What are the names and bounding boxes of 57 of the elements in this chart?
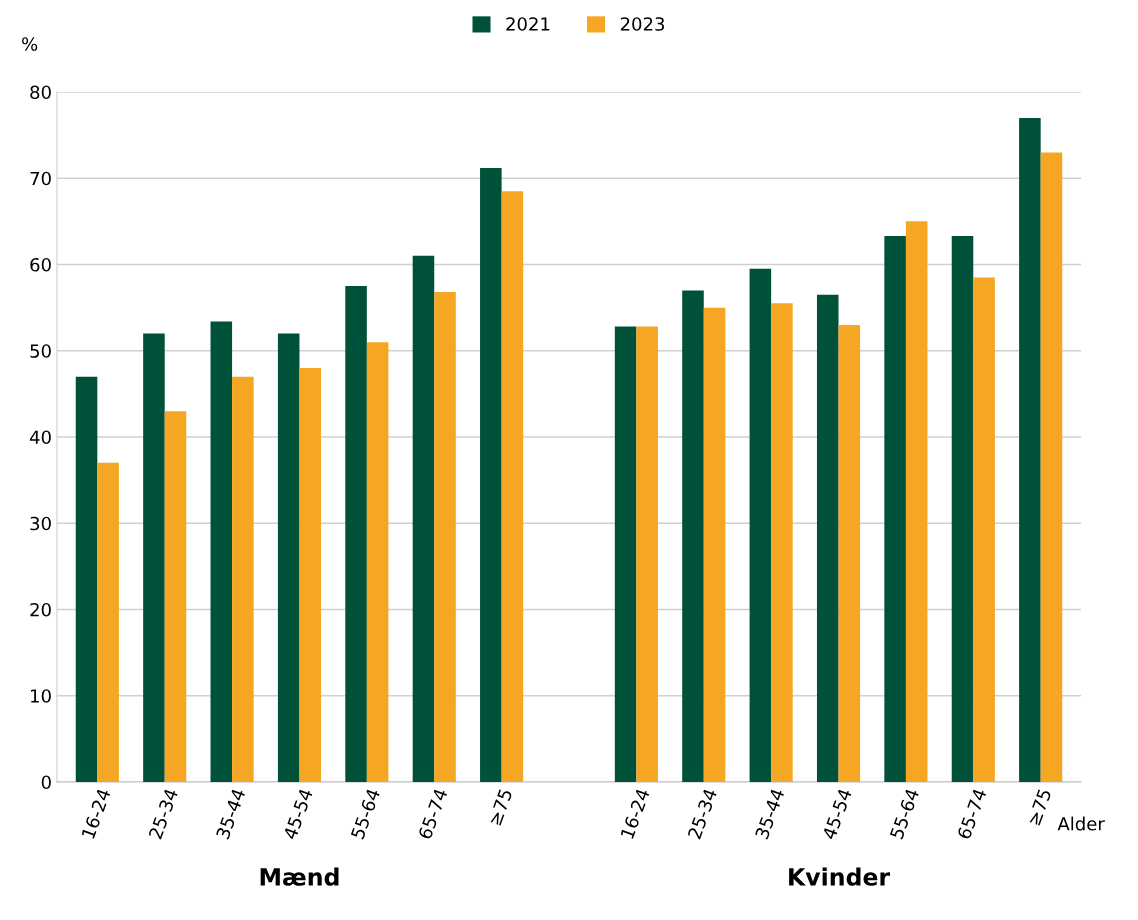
y-tick-label: 20 xyxy=(30,602,51,617)
x-tick-label: 45-54 xyxy=(822,788,853,841)
bar xyxy=(501,191,524,782)
bar xyxy=(703,307,726,782)
x-tick-label: 25-34 xyxy=(148,787,179,840)
x-tick-label: 35-44 xyxy=(215,787,246,840)
bar xyxy=(480,167,502,782)
y-tick-label: 70 xyxy=(30,171,51,186)
x-tick-label: ≥75 xyxy=(488,788,513,826)
x-tick-label: 16-24 xyxy=(81,787,111,840)
bar xyxy=(210,321,233,782)
bar xyxy=(299,368,322,782)
y-tick-label: 30 xyxy=(30,516,51,531)
bar xyxy=(749,268,772,782)
x-tick-label: 55-64 xyxy=(889,787,920,840)
y-tick-label: 0 xyxy=(41,775,51,790)
bar xyxy=(838,324,861,782)
x-tick-label: 16-24 xyxy=(620,787,650,840)
y-tick-label: 40 xyxy=(29,430,51,445)
bar xyxy=(232,376,254,782)
x-tick-label: 65-74 xyxy=(956,787,987,840)
bar xyxy=(412,255,435,782)
bar xyxy=(682,290,704,782)
x-tick-label: ≥75 xyxy=(1027,788,1052,826)
bar xyxy=(434,292,456,782)
y-tick-label: 10 xyxy=(31,689,51,703)
bar xyxy=(164,411,187,782)
bar xyxy=(884,236,906,782)
bar xyxy=(614,326,637,782)
bar xyxy=(1019,117,1041,782)
x-tick-label: 25-34 xyxy=(687,787,718,840)
text: Kvinder xyxy=(789,867,891,886)
x-axis-title: Alder xyxy=(1057,816,1105,831)
x-tick-label: 55-64 xyxy=(350,787,381,840)
bar xyxy=(1040,152,1063,782)
x-tick-label: 65-74 xyxy=(417,787,448,840)
y-tick-label: 80 xyxy=(30,85,51,100)
legend-label: 2023 xyxy=(620,17,665,31)
bar xyxy=(143,333,165,782)
bar xyxy=(951,236,974,782)
bar xyxy=(366,342,389,782)
x-tick-label: 35-44 xyxy=(754,787,785,840)
bar xyxy=(771,303,793,782)
bar xyxy=(97,462,119,782)
y-tick-label: 60 xyxy=(30,257,51,272)
bar xyxy=(277,333,300,782)
bar xyxy=(973,277,995,782)
y-axis-title: % xyxy=(22,37,38,51)
bar xyxy=(905,221,928,782)
x-tick-label: 45-54 xyxy=(283,788,314,841)
bar xyxy=(816,294,839,782)
text: Mænd xyxy=(260,867,339,886)
legend-label: 2021 xyxy=(506,17,550,31)
bar xyxy=(636,326,658,782)
bar xyxy=(75,376,98,782)
y-tick-label: 50 xyxy=(30,344,51,358)
bar xyxy=(345,286,367,782)
